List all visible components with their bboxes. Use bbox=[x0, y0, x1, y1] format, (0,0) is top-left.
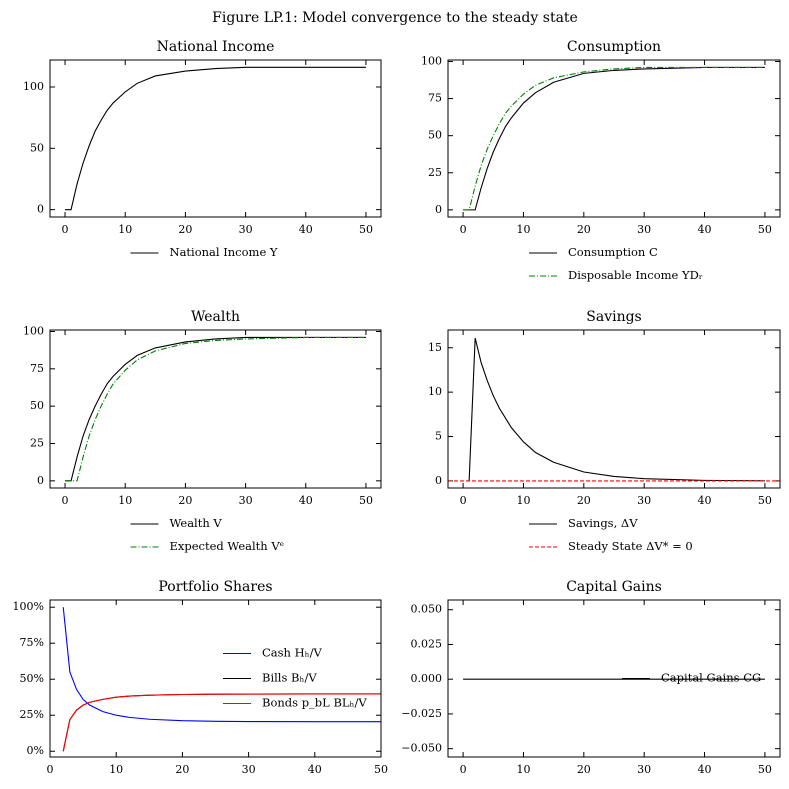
x-tick-label: 20 bbox=[178, 494, 192, 507]
x-tick-label: 50 bbox=[758, 763, 772, 776]
y-tick-label: 50 bbox=[30, 399, 44, 412]
y-tick-label: 50% bbox=[20, 672, 44, 685]
x-tick-label: 0 bbox=[460, 223, 467, 236]
x-tick-label: 0 bbox=[62, 494, 69, 507]
axes-frame bbox=[447, 329, 781, 489]
x-tick-label: 30 bbox=[239, 223, 253, 236]
axes-frame bbox=[49, 329, 382, 489]
x-tick-label: 30 bbox=[637, 223, 651, 236]
x-tick-label: 20 bbox=[577, 494, 591, 507]
x-tick-label: 50 bbox=[359, 223, 373, 236]
series-line bbox=[62, 607, 381, 723]
x-tick-label: 20 bbox=[178, 223, 192, 236]
x-tick-label: 50 bbox=[374, 763, 388, 776]
x-tick-label: 0 bbox=[460, 494, 467, 507]
legend-label: Steady State ΔV* = 0 bbox=[568, 539, 693, 553]
y-tick-label: 15 bbox=[428, 341, 442, 354]
y-tick-label: 50 bbox=[30, 141, 44, 154]
series-line bbox=[463, 66, 765, 211]
x-tick-label: 10 bbox=[118, 223, 132, 236]
legend-label: Bills Bₕ/V bbox=[262, 671, 317, 685]
y-tick-label: 75% bbox=[20, 636, 44, 649]
x-tick-label: 40 bbox=[698, 763, 712, 776]
x-tick-label: 30 bbox=[242, 763, 256, 776]
y-tick-label: 0.000 bbox=[411, 672, 443, 685]
y-tick-label: 0 bbox=[435, 203, 442, 216]
series-line bbox=[65, 66, 366, 211]
y-tick-label: 75 bbox=[30, 362, 44, 375]
x-tick-label: 40 bbox=[698, 223, 712, 236]
legend-label: Cash Hₕ/V bbox=[262, 646, 322, 660]
panel-title: National Income bbox=[157, 39, 275, 55]
axes-frame bbox=[49, 59, 382, 218]
axes-frame bbox=[447, 59, 781, 218]
y-tick-label: −0.025 bbox=[401, 707, 442, 720]
y-tick-label: 0.050 bbox=[411, 603, 443, 616]
panel-title: Savings bbox=[586, 309, 642, 325]
x-tick-label: 10 bbox=[118, 494, 132, 507]
panel-title: Portfolio Shares bbox=[158, 579, 272, 595]
x-tick-label: 50 bbox=[758, 223, 772, 236]
y-tick-label: 0 bbox=[37, 474, 44, 487]
axes-frame bbox=[49, 599, 382, 758]
y-tick-label: 10 bbox=[428, 385, 442, 398]
x-tick-label: 30 bbox=[239, 494, 253, 507]
series-line bbox=[65, 336, 366, 482]
x-tick-label: 0 bbox=[62, 223, 69, 236]
legend-label: Bonds p_bL BLₕ/V bbox=[262, 696, 367, 710]
x-tick-label: 10 bbox=[516, 494, 530, 507]
x-tick-label: 40 bbox=[698, 494, 712, 507]
figure-title: Figure LP.1: Model convergence to the st… bbox=[212, 10, 578, 26]
y-tick-label: 5 bbox=[435, 430, 442, 443]
panel-title: Wealth bbox=[191, 309, 240, 325]
series-line bbox=[62, 693, 381, 752]
x-tick-label: 10 bbox=[516, 223, 530, 236]
x-tick-label: 50 bbox=[359, 494, 373, 507]
x-tick-label: 40 bbox=[308, 763, 322, 776]
y-tick-label: 0.025 bbox=[411, 637, 443, 650]
x-tick-label: 10 bbox=[109, 763, 123, 776]
y-tick-label: 25 bbox=[428, 166, 442, 179]
x-tick-label: 30 bbox=[637, 494, 651, 507]
y-tick-label: 100 bbox=[23, 324, 44, 337]
y-tick-label: 25% bbox=[20, 708, 44, 721]
x-tick-label: 40 bbox=[299, 494, 313, 507]
x-tick-label: 0 bbox=[460, 763, 467, 776]
x-tick-label: 40 bbox=[299, 223, 313, 236]
x-tick-label: 20 bbox=[175, 763, 189, 776]
legend-label: Wealth V bbox=[170, 516, 223, 530]
panel-title: Capital Gains bbox=[566, 579, 662, 595]
legend-label: Expected Wealth Vᵉ bbox=[170, 539, 285, 553]
x-tick-label: 50 bbox=[758, 494, 772, 507]
x-tick-label: 20 bbox=[577, 763, 591, 776]
y-tick-label: 25 bbox=[30, 436, 44, 449]
legend-label: Disposable Income YDᵣ bbox=[568, 268, 703, 282]
x-tick-label: 0 bbox=[47, 763, 54, 776]
legend-label: National Income Y bbox=[170, 245, 278, 259]
legend-label: Savings, ΔV bbox=[568, 516, 638, 530]
x-tick-label: 20 bbox=[577, 223, 591, 236]
x-tick-label: 30 bbox=[637, 763, 651, 776]
panel-title: Consumption bbox=[567, 39, 661, 55]
y-tick-label: −0.050 bbox=[401, 742, 442, 755]
series-line bbox=[468, 337, 765, 482]
y-tick-label: 0 bbox=[37, 203, 44, 216]
y-tick-label: 0 bbox=[435, 474, 442, 487]
y-tick-label: 75 bbox=[428, 92, 442, 105]
y-tick-label: 100% bbox=[13, 600, 44, 613]
y-tick-label: 100 bbox=[23, 80, 44, 93]
series-line bbox=[463, 66, 765, 211]
x-tick-label: 10 bbox=[516, 763, 530, 776]
y-tick-label: 100 bbox=[421, 54, 442, 67]
axes-frame bbox=[447, 599, 781, 758]
legend-label: Capital Gains CG bbox=[661, 671, 761, 685]
legend-label: Consumption C bbox=[568, 245, 658, 259]
series-line bbox=[65, 336, 366, 482]
y-tick-label: 0% bbox=[27, 744, 44, 757]
y-tick-label: 50 bbox=[428, 129, 442, 142]
